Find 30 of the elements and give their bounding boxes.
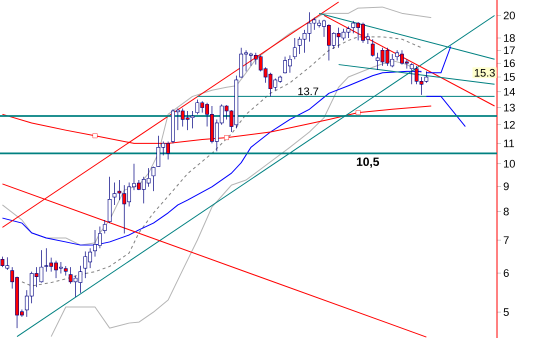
y-tick-label: 9 [504,182,509,190]
y-tick-label: 16 [504,59,515,68]
y-tick-label: 7 [504,236,509,244]
y-tick-label: 17 [504,46,515,54]
y-tick-label: 20 [504,12,515,20]
y-tick-label: 6 [504,269,509,277]
line-series [2,6,432,246]
candlestick [102,220,107,234]
line-series [50,60,422,338]
y-tick-label: 14 [504,88,516,96]
candlestick [292,38,297,60]
annotation: 15.3 [474,68,495,77]
annotation: 13.7 [298,87,318,96]
y-tick-label: 5 [504,308,509,316]
candlestick [152,166,156,192]
point [92,133,98,138]
candlestick [370,38,375,57]
y-tick-label: 18 [504,34,515,42]
candlestick [117,180,122,200]
y-tick-label: 8 [504,208,509,216]
y-tick-label: 13 [504,104,515,112]
candlestick [112,182,116,206]
y-tick-label: 11 [504,140,514,148]
ref-line-label: 10,5 [356,158,380,168]
y-tick-label: 10 [504,160,515,168]
point [224,135,229,140]
point [356,110,361,116]
candlestick [108,176,112,224]
y-tick-label: 12 [504,120,515,129]
y-tick-label: 15 [504,73,515,81]
